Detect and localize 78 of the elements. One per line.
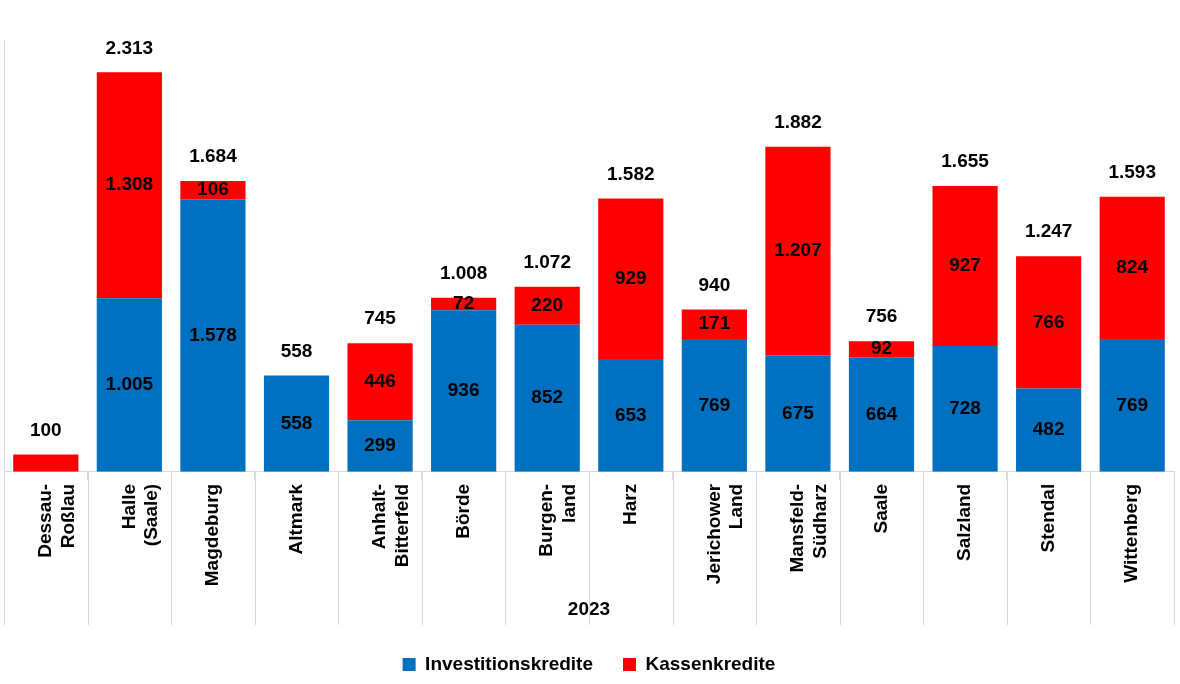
legend-label: Kassenkredite [645, 652, 776, 674]
bar [765, 355, 831, 472]
data-label: 769 [1116, 393, 1149, 415]
bar [681, 338, 747, 472]
data-label: 653 [614, 403, 647, 425]
data-label: 824 [1116, 256, 1149, 278]
data-label: 299 [364, 434, 396, 456]
bar [1099, 196, 1165, 339]
total-label: 1.655 [941, 150, 990, 172]
bar [96, 298, 162, 472]
total-label: 2.313 [105, 36, 154, 58]
x-tick-label: Magdeburg [201, 483, 223, 587]
data-label: 106 [197, 178, 229, 200]
x-tick-label: Anhalt- Bitterfeld [368, 483, 413, 568]
x-tick-label: Halle (Saale) [117, 483, 162, 547]
x-tick-label: Altmark [284, 483, 306, 555]
legend-label: Investitionskredite [425, 652, 593, 674]
bar [932, 185, 998, 347]
bar [598, 359, 664, 472]
bar [848, 357, 915, 472]
bar [514, 324, 580, 472]
total-label: 940 [698, 273, 731, 295]
total-label: 1.684 [189, 145, 238, 167]
total-label: 1.882 [774, 110, 822, 132]
total-label: 1.582 [607, 162, 655, 184]
data-label: 1.005 [105, 373, 154, 395]
data-label: 766 [1032, 310, 1065, 332]
total-label: 1.247 [1024, 220, 1073, 242]
total-label: 756 [865, 305, 898, 327]
total-label: 1.008 [439, 261, 488, 283]
bar [1099, 338, 1165, 472]
x-tick-label: Mansfeld- Südharz [786, 483, 830, 573]
x-axis-title: 2023 [567, 597, 611, 619]
x-tick-label: Börde [451, 483, 473, 539]
x-tick-label: Harz [619, 483, 641, 525]
data-label: 929 [614, 267, 647, 289]
bar [681, 309, 747, 339]
data-label: 936 [447, 379, 480, 401]
bar [180, 199, 246, 472]
bar [347, 343, 413, 421]
data-label: 728 [949, 397, 981, 419]
x-tick-label: Stendal [1036, 483, 1058, 553]
data-label: 1.578 [189, 323, 237, 345]
bar [932, 346, 998, 472]
bar [263, 375, 330, 472]
total-label: 100 [29, 418, 62, 440]
data-label: 675 [782, 401, 815, 423]
x-tick-label: Jerichower Land [702, 483, 747, 585]
x-tick-label: Wittenberg [1120, 483, 1142, 583]
data-label: 769 [698, 393, 731, 415]
bar [13, 454, 79, 472]
data-label: 446 [364, 369, 396, 391]
total-label: 1.072 [523, 250, 571, 272]
x-tick-label: Salzland [953, 483, 975, 561]
data-label: 171 [698, 312, 731, 334]
x-tick-label: Dessau- Roßlau [34, 483, 78, 558]
data-label: 92 [870, 337, 893, 359]
bar [347, 420, 413, 472]
bar [765, 146, 831, 356]
bar [96, 72, 162, 299]
x-tick-label: Burgen- land [535, 483, 580, 557]
data-label: 220 [531, 293, 564, 315]
total-label: 558 [280, 339, 313, 361]
data-label: 72 [453, 292, 475, 314]
data-label: 558 [280, 411, 313, 433]
data-label: 1.207 [774, 239, 822, 261]
total-label: 1.593 [1108, 160, 1156, 182]
data-label: 927 [949, 254, 981, 276]
bar [1016, 256, 1082, 389]
total-label: 745 [364, 307, 397, 329]
bar [1016, 388, 1082, 472]
x-tick-label: Saale [869, 483, 891, 534]
bar [598, 198, 664, 360]
data-label: 1.308 [105, 173, 154, 195]
data-label: 664 [865, 402, 898, 424]
data-label: 852 [531, 386, 564, 408]
bar [431, 310, 497, 472]
data-label: 482 [1032, 418, 1065, 440]
